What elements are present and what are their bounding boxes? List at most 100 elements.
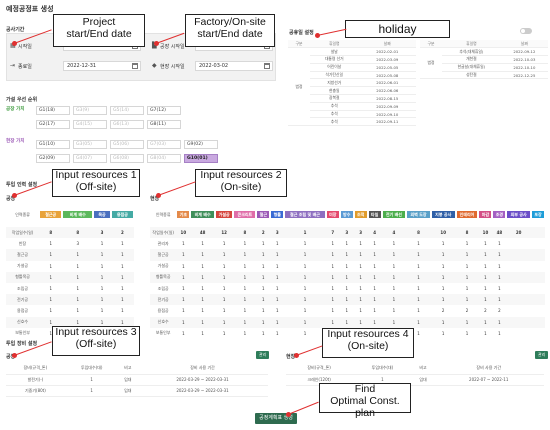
resource-count-cell[interactable]: 1 (243, 308, 247, 314)
resource-count-cell[interactable]: 1 (176, 316, 191, 328)
resource-count-cell[interactable]: 1 (275, 308, 279, 314)
resource-count-cell[interactable]: 1 (406, 316, 431, 328)
resource-count-cell[interactable]: 1 (465, 286, 469, 292)
resource-count-cell[interactable]: 1 (233, 271, 257, 283)
resource-count-cell[interactable]: 1 (110, 316, 134, 328)
resource-count-cell[interactable]: 1 (484, 330, 487, 336)
resource-count-cell[interactable]: 8 (455, 227, 479, 239)
priority-cell-offsite[interactable]: G1(18) (36, 106, 70, 115)
resource-count-cell[interactable]: 1 (417, 308, 420, 314)
resource-count-cell[interactable]: 1 (345, 286, 348, 292)
resource-count-cell[interactable]: 1 (262, 263, 265, 269)
resource-count-cell[interactable]: 4 (367, 227, 382, 239)
resource-count-cell[interactable]: 1 (373, 263, 376, 269)
resource-count-cell[interactable]: 1 (49, 241, 52, 247)
resource-count-cell[interactable]: 1 (243, 286, 247, 292)
resource-count-cell[interactable]: 1 (275, 263, 279, 269)
resource-count-cell[interactable]: 1 (392, 263, 396, 269)
resource-count-cell[interactable]: 1 (256, 294, 271, 306)
resource-count-cell[interactable]: 1 (100, 286, 104, 292)
equip-onsite-manage-button[interactable]: 관리 (535, 351, 549, 359)
resource-count-cell[interactable] (506, 271, 532, 283)
resource-count-cell[interactable]: 1 (190, 316, 215, 328)
resource-count-cell[interactable]: 1 (93, 294, 111, 306)
resource-count-cell[interactable]: 1 (417, 286, 420, 292)
resource-count-cell[interactable]: 1 (93, 249, 111, 261)
resource-count-cell[interactable]: 1 (182, 330, 185, 336)
resource-count-cell[interactable]: 1 (373, 308, 376, 314)
resource-count-cell[interactable] (506, 316, 532, 328)
resource-count-cell[interactable]: 1 (100, 263, 104, 269)
calendar-picker-icon[interactable] (132, 63, 138, 69)
resource-count-cell[interactable]: 1 (339, 316, 354, 328)
resource-count-cell[interactable]: 1 (498, 330, 501, 336)
resource-count-cell[interactable]: 1 (93, 316, 111, 328)
resource-count-cell[interactable] (506, 328, 531, 339)
resource-count-cell[interactable]: 1 (243, 241, 247, 247)
resource-count-cell[interactable]: 1 (222, 286, 226, 292)
resource-count-cell[interactable]: 1 (392, 286, 396, 292)
resource-count-cell[interactable]: 1 (381, 249, 407, 261)
resource-count-cell[interactable]: 1 (345, 308, 348, 314)
resource-count-cell[interactable]: 1 (325, 271, 340, 283)
resource-count-cell[interactable]: 1 (353, 294, 368, 306)
resource-count-cell[interactable]: 8 (406, 227, 431, 239)
resource-count-cell[interactable] (531, 305, 545, 316)
resource-count-cell[interactable]: 1 (121, 308, 124, 314)
resource-count-cell[interactable]: 1 (284, 294, 326, 306)
resource-count-cell[interactable]: 3 (353, 227, 368, 239)
resource-count-cell[interactable]: 1 (417, 241, 420, 247)
resource-count-cell[interactable]: 1 (262, 241, 265, 247)
resource-count-cell[interactable]: 1 (345, 241, 348, 247)
resource-count-cell[interactable]: 1 (441, 263, 445, 269)
resource-count-cell[interactable]: 1 (339, 249, 354, 261)
resource-count-cell[interactable]: 1 (331, 286, 335, 292)
resource-count-cell[interactable]: 1 (484, 263, 487, 269)
priority-cell-onsite[interactable]: G2(09) (36, 154, 70, 163)
resource-count-cell[interactable]: 1 (373, 286, 376, 292)
resource-count-cell[interactable]: 1 (243, 263, 247, 269)
priority-cell-offsite[interactable]: G7(12) (147, 106, 181, 115)
resource-count-cell[interactable]: 1 (93, 271, 111, 283)
resource-count-cell[interactable]: 3 (339, 227, 354, 239)
resource-count-cell[interactable]: 1 (392, 308, 396, 314)
resource-count-cell[interactable]: 1 (465, 241, 469, 247)
resource-count-cell[interactable]: 1 (62, 294, 94, 306)
resource-count-cell[interactable] (506, 305, 531, 316)
resource-count-cell[interactable]: 2 (484, 308, 487, 314)
priority-cell-onsite[interactable]: G6(08) (110, 154, 144, 163)
equip-row[interactable]: 발전기(-) 1 임대 2022-03-29 ~ 2022-03-31 (6, 374, 268, 386)
resource-count-cell[interactable]: 1 (201, 330, 204, 336)
resource-count-cell[interactable]: 3 (93, 227, 111, 239)
resource-count-cell[interactable]: 1 (284, 316, 326, 328)
resource-count-cell[interactable]: 1 (275, 241, 279, 247)
holiday-toggle[interactable] (520, 28, 532, 34)
resource-count-cell[interactable]: 1 (284, 227, 326, 239)
priority-cell-onsite[interactable]: G1(10) (36, 140, 70, 149)
resource-count-cell[interactable]: 1 (201, 263, 204, 269)
resource-count-cell[interactable]: 1 (182, 263, 185, 269)
resource-count-cell[interactable]: 1 (381, 316, 407, 328)
resource-count-cell[interactable]: 1 (373, 241, 376, 247)
resource-count-cell[interactable]: 12 (214, 227, 234, 239)
resource-count-cell[interactable]: 1 (367, 249, 382, 261)
resource-count-cell[interactable]: 1 (325, 316, 340, 328)
equip-row[interactable]: 기중기(80t) 1 임대 2022-03-29 ~ 2022-03-31 (6, 385, 268, 397)
priority-cell-onsite[interactable]: G5(06) (110, 140, 144, 149)
resource-count-cell[interactable]: 1 (478, 271, 493, 283)
resource-count-cell[interactable]: 1 (381, 294, 407, 306)
resource-count-cell[interactable]: 1 (76, 286, 80, 292)
resource-count-cell[interactable]: 1 (214, 316, 234, 328)
resource-count-cell[interactable]: 1 (303, 263, 307, 269)
resource-count-cell[interactable]: 2 (465, 308, 469, 314)
resource-count-cell[interactable]: 1 (275, 330, 279, 336)
resource-count-cell[interactable]: 1 (478, 316, 493, 328)
resource-count-cell[interactable]: 8 (39, 227, 63, 239)
resource-count-cell[interactable]: 1 (222, 308, 226, 314)
resource-count-cell[interactable] (531, 238, 545, 249)
resource-count-cell[interactable]: 1 (100, 241, 104, 247)
resource-count-cell[interactable]: 2 (441, 308, 445, 314)
resource-count-cell[interactable]: 1 (359, 308, 362, 314)
resource-count-cell[interactable]: 1 (303, 241, 307, 247)
priority-cell-offsite[interactable]: G8(11) (147, 120, 181, 129)
